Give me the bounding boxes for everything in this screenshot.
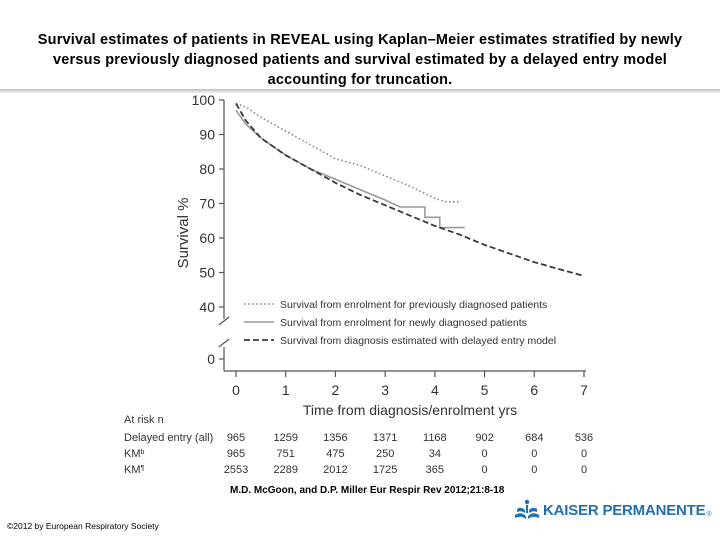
at-risk-value: 751 [277, 448, 295, 460]
at-risk-value: 365 [426, 464, 444, 475]
x-tick-label: 1 [282, 382, 290, 398]
at-risk-value: 1725 [373, 464, 397, 475]
legend-label: Survival from enrolment for newly diagno… [280, 317, 527, 329]
y-axis-break-mark [218, 316, 230, 326]
at-risk-row-superscript: ¶ [141, 465, 145, 472]
at-risk-value: 536 [575, 432, 593, 444]
y-tick-label: 90 [199, 127, 215, 143]
x-tick-label: 2 [332, 382, 340, 398]
at-risk-value: 965 [227, 448, 245, 460]
y-tick-label: 80 [199, 161, 215, 177]
legend-label: Survival from enrolment for previously d… [280, 299, 547, 311]
at-risk-value: 2553 [224, 464, 248, 475]
y-axis-break-mark [218, 338, 230, 348]
brand-registered-mark: ® [706, 511, 712, 518]
x-tick-label: 5 [481, 382, 489, 398]
at-risk-value: 2012 [323, 464, 347, 475]
y-axis-title: Survival % [175, 198, 192, 269]
at-risk-value: 0 [531, 448, 537, 460]
y-tick-label: 40 [199, 299, 215, 315]
title-divider [0, 89, 720, 93]
at-risk-value: 0 [482, 464, 488, 475]
at-risk-value: 1259 [273, 432, 297, 444]
at-risk-value: 1371 [373, 432, 397, 444]
at-risk-value: 0 [581, 464, 587, 475]
kaiser-permanente-logo: KAISER PERMANENTE ® [514, 498, 712, 522]
at-risk-value: 1168 [423, 432, 447, 444]
series-line-solid [235, 109, 465, 229]
at-risk-value: 1356 [323, 432, 347, 444]
y-tick-label: 100 [192, 93, 216, 108]
x-tick-label: 0 [232, 382, 240, 398]
brand-name: KAISER PERMANENTE [543, 501, 706, 519]
series-line-dotted [235, 102, 460, 203]
y-tick-label: 0 [207, 351, 215, 367]
at-risk-header: At risk n [124, 414, 164, 426]
x-tick-label: 3 [381, 382, 389, 398]
at-risk-value: 250 [376, 448, 394, 460]
y-tick-label: 50 [199, 265, 215, 281]
figure-panel: 100 90 80 70 60 50 40 0 0 1 2 3 4 5 6 7 Time from diagno… [124, 93, 598, 475]
kaiser-permanente-icon [515, 499, 539, 519]
at-risk-value: 902 [475, 432, 493, 444]
at-risk-value: 0 [531, 464, 537, 475]
at-risk-value: 965 [227, 432, 245, 444]
y-tick-label: 70 [199, 196, 215, 212]
at-risk-value: 475 [326, 448, 344, 460]
at-risk-value: 2289 [273, 464, 297, 475]
legend-label: Survival from diagnosis estimated with d… [280, 335, 556, 347]
series-line-dashed [235, 103, 585, 277]
at-risk-row-label: KM¶ [124, 464, 145, 475]
at-risk-value: 34 [429, 448, 441, 460]
y-tick-label: 60 [199, 230, 215, 246]
at-risk-row-superscript: b [141, 449, 145, 456]
copyright: ©2012 by European Respiratory Society [7, 521, 159, 531]
at-risk-row-label: Delayed entry (all) [124, 432, 213, 444]
citation: M.D. McGoon, and D.P. Miller Eur Respir … [230, 485, 505, 496]
x-tick-label: 6 [530, 382, 538, 398]
x-tick-label: 4 [431, 382, 439, 398]
at-risk-value: 0 [581, 448, 587, 460]
x-tick-label: 7 [580, 382, 588, 398]
slide-title: Survival estimates of patients in REVEAL… [37, 32, 683, 88]
at-risk-row-label: KMb [124, 448, 145, 460]
at-risk-value: 684 [525, 432, 543, 444]
x-axis-title: Time from diagnosis/enrolment yrs [303, 402, 517, 418]
at-risk-value: 0 [482, 448, 488, 460]
